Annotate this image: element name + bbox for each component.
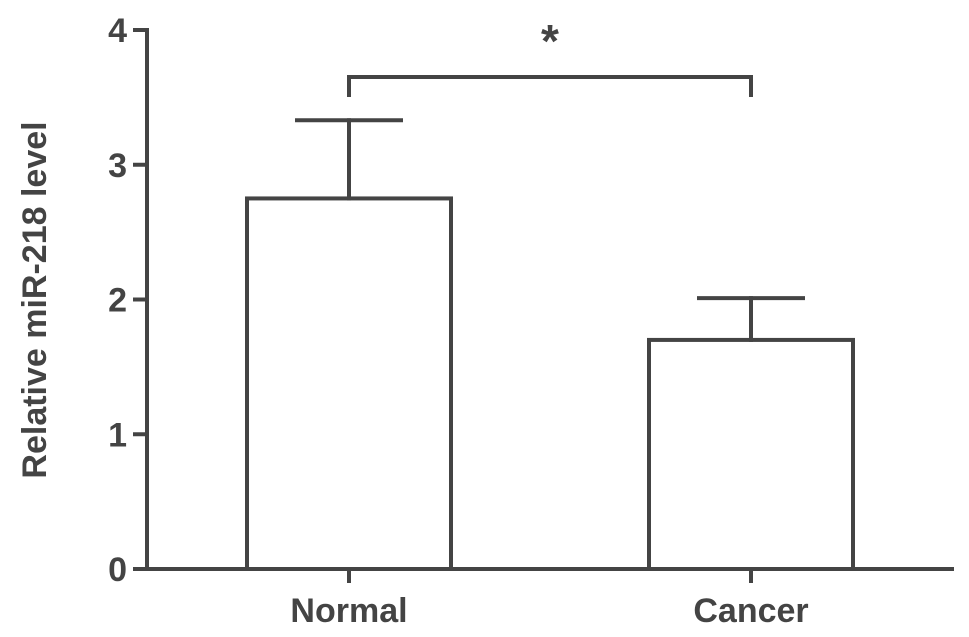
x-tick-label-normal: Normal (290, 592, 407, 630)
x-ticks: Normal Cancer (290, 567, 809, 630)
x-tick-label-cancer: Cancer (693, 592, 808, 630)
y-axis-title: Relative miR-218 level (16, 121, 54, 478)
y-tick-label-2: 2 (108, 282, 127, 320)
bar-cancer (647, 337, 855, 571)
y-tick-label-3: 3 (108, 147, 127, 185)
plot-area: 0 1 2 3 4 Normal Cancer * (108, 12, 954, 630)
y-tick-label-1: 1 (108, 416, 127, 454)
bar-normal (245, 196, 453, 571)
significance-bracket (347, 75, 753, 97)
error-bars (295, 118, 805, 342)
significance-annotation: * (347, 15, 753, 97)
significance-label: * (541, 15, 559, 67)
y-tick-label-0: 0 (108, 551, 127, 589)
y-tick-label-4: 4 (108, 12, 127, 50)
bars (245, 196, 855, 571)
y-ticks: 0 1 2 3 4 (108, 12, 149, 589)
